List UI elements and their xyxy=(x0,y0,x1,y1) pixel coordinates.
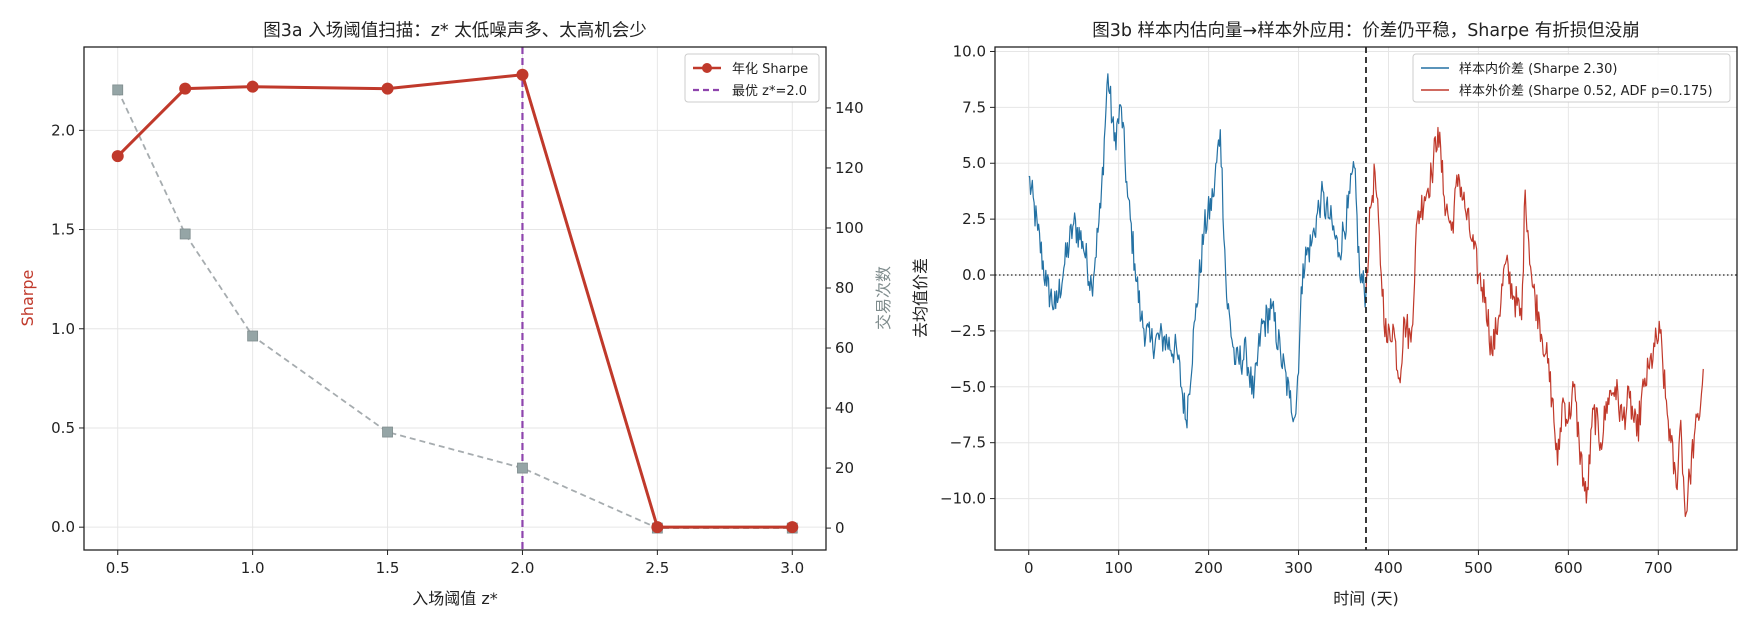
trades-point-3 xyxy=(382,426,393,438)
y-tick-label: 1.0 xyxy=(51,320,75,338)
y-tick-label: −7.5 xyxy=(950,434,986,452)
chart-3b-series xyxy=(995,47,1737,550)
y-tick-label: 2.0 xyxy=(51,121,75,139)
trades-point-1 xyxy=(179,228,191,240)
chart-3b-frame xyxy=(994,46,1738,551)
y-tick-label: 0.0 xyxy=(51,518,75,536)
legend-outsample-label: 样本外价差 (Sharpe 0.52, ADF p=0.175) xyxy=(1459,84,1713,99)
x-tick-label: 400 xyxy=(1374,559,1403,577)
y2-tick-label: 140 xyxy=(835,99,864,117)
trades-point-4 xyxy=(517,462,528,474)
chart-3a-title: 图3a 入场阈值扫描：z* 太低噪声多、太高机会少 xyxy=(263,21,646,41)
legend-sharpe-label: 年化 Sharpe xyxy=(732,62,808,77)
chart-3b-legend-box xyxy=(1412,53,1731,103)
legend-optimal-label: 最优 z*=2.0 xyxy=(732,84,807,99)
chart-3a-x-label: 入场阈值 z* xyxy=(412,589,498,608)
outsample-spread-line xyxy=(1365,126,1704,518)
y2-tick-label: 80 xyxy=(835,279,854,297)
chart-3b-x-label: 时间 (天) xyxy=(1333,589,1399,608)
trades-line xyxy=(116,89,793,529)
sharpe-point-2 xyxy=(246,80,259,93)
y-tick-label: −10.0 xyxy=(940,490,986,508)
x-tick-label: 1.0 xyxy=(241,559,265,577)
trades-point-0 xyxy=(112,84,124,96)
sharpe-point-6 xyxy=(786,521,799,534)
legend-sharpe-marker xyxy=(702,63,712,73)
chart-3b-title: 图3b 样本内估向量→样本外应用：价差仍平稳，Sharpe 有折损但没崩 xyxy=(1092,21,1640,41)
x-tick-label: 300 xyxy=(1284,559,1313,577)
sharpe-line xyxy=(116,73,793,529)
chart-3a-y-ticks: 0.0 0.5 1.0 1.5 2.0 xyxy=(51,121,84,536)
y-tick-label: 2.5 xyxy=(962,210,986,228)
sharpe-point-3 xyxy=(381,82,394,95)
legend-insample-label: 样本内价差 (Sharpe 2.30) xyxy=(1459,61,1617,77)
y2-tick-label: 60 xyxy=(835,339,854,357)
x-tick-label: 2.0 xyxy=(511,559,535,577)
y-tick-label: −5.0 xyxy=(950,378,986,396)
x-tick-label: 0 xyxy=(1024,559,1034,577)
chart-3a-frame xyxy=(83,46,827,551)
x-tick-label: 0.5 xyxy=(106,559,130,577)
chart-3a-legend: 年化 Sharpe 最优 z*=2.0 xyxy=(684,53,820,103)
chart-3b: 0 100 200 300 400 500 600 700 −10.0 −7.5 −5.0 −2.5… xyxy=(911,21,1738,608)
sharpe-point-4 xyxy=(516,68,529,81)
insample-spread-line xyxy=(1028,73,1367,429)
x-tick-label: 2.5 xyxy=(645,559,669,577)
x-tick-label: 700 xyxy=(1644,559,1673,577)
chart-3a-series xyxy=(111,68,799,534)
chart-3a-x-ticks: 0.5 1.0 1.5 2.0 2.5 3.0 xyxy=(106,550,804,577)
y-tick-label: 0.5 xyxy=(51,419,75,437)
chart-3b-legend: 样本内价差 (Sharpe 2.30) 样本外价差 (Sharpe 0.52, … xyxy=(1412,53,1731,103)
x-tick-label: 100 xyxy=(1104,559,1133,577)
y-tick-label: 0.0 xyxy=(962,266,986,284)
y-tick-label: −2.5 xyxy=(950,322,986,340)
chart-3b-y-ticks: −10.0 −7.5 −5.0 −2.5 0.0 2.5 5.0 7.5 10.0 xyxy=(940,42,995,508)
x-tick-label: 3.0 xyxy=(780,559,804,577)
y2-tick-label: 20 xyxy=(835,459,854,477)
chart-3b-y-label: 去均值价差 xyxy=(911,258,930,338)
y2-tick-label: 120 xyxy=(835,159,864,177)
y2-tick-label: 100 xyxy=(835,219,864,237)
y2-tick-label: 0 xyxy=(835,519,845,537)
y-tick-label: 10.0 xyxy=(953,42,986,60)
chart-3a-y2-ticks: 0 20 40 60 80 100 120 140 xyxy=(826,99,864,537)
chart-3a: 0.5 1.0 1.5 2.0 2.5 3.0 0.0 0.5 1.0 1.5 2.0 0 20 40… xyxy=(18,21,893,608)
x-tick-label: 1.5 xyxy=(376,559,400,577)
chart-3a-grid xyxy=(84,47,826,550)
x-tick-label: 200 xyxy=(1194,559,1223,577)
sharpe-point-0 xyxy=(111,150,124,163)
sharpe-point-1 xyxy=(179,82,192,95)
y-tick-label: 5.0 xyxy=(962,154,986,172)
y-tick-label: 1.5 xyxy=(51,221,75,239)
y-tick-label: 7.5 xyxy=(962,98,986,116)
x-tick-label: 600 xyxy=(1554,559,1583,577)
x-tick-label: 500 xyxy=(1464,559,1493,577)
sharpe-point-5 xyxy=(651,521,664,534)
chart-3a-y2-label: 交易次数 xyxy=(874,266,893,330)
chart-3a-y-label: Sharpe xyxy=(18,270,37,327)
trades-point-2 xyxy=(247,330,259,342)
chart-3b-x-ticks: 0 100 200 300 400 500 600 700 xyxy=(1024,550,1673,577)
y2-tick-label: 40 xyxy=(835,399,854,417)
